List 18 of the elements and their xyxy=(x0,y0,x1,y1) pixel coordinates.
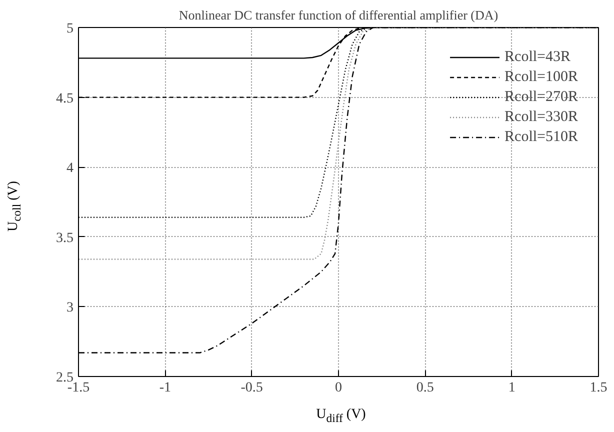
y-tick-label: 5 xyxy=(66,22,74,36)
x-tick-label: -1 xyxy=(159,380,172,396)
chart-title: Nonlinear DC transfer function of differential amplifier (DA) xyxy=(178,8,498,22)
x-tick-label: 0 xyxy=(335,380,342,396)
y-tick-label: 3 xyxy=(66,300,74,316)
x-tick-label: 1.5 xyxy=(590,380,608,396)
y-tick-label: 4 xyxy=(66,161,74,176)
legend-label: Rcoll=330R xyxy=(504,108,578,126)
x-axis-title: U$_{diff}$ (V) xyxy=(315,406,367,427)
x-tick-label: 1 xyxy=(508,380,516,396)
legend-label: Rcoll=510R xyxy=(504,128,578,146)
y-tick-label: 4.5 xyxy=(56,91,74,106)
y-tick-label: 3.5 xyxy=(56,230,74,246)
x-tick-label: 0.5 xyxy=(416,380,434,396)
legend-label: Rcoll=270R xyxy=(504,88,578,106)
legend-label: Rcoll=100R xyxy=(504,68,578,86)
legend-label: Rcoll=43R xyxy=(504,48,570,66)
x-tick-label: -0.5 xyxy=(240,380,263,396)
